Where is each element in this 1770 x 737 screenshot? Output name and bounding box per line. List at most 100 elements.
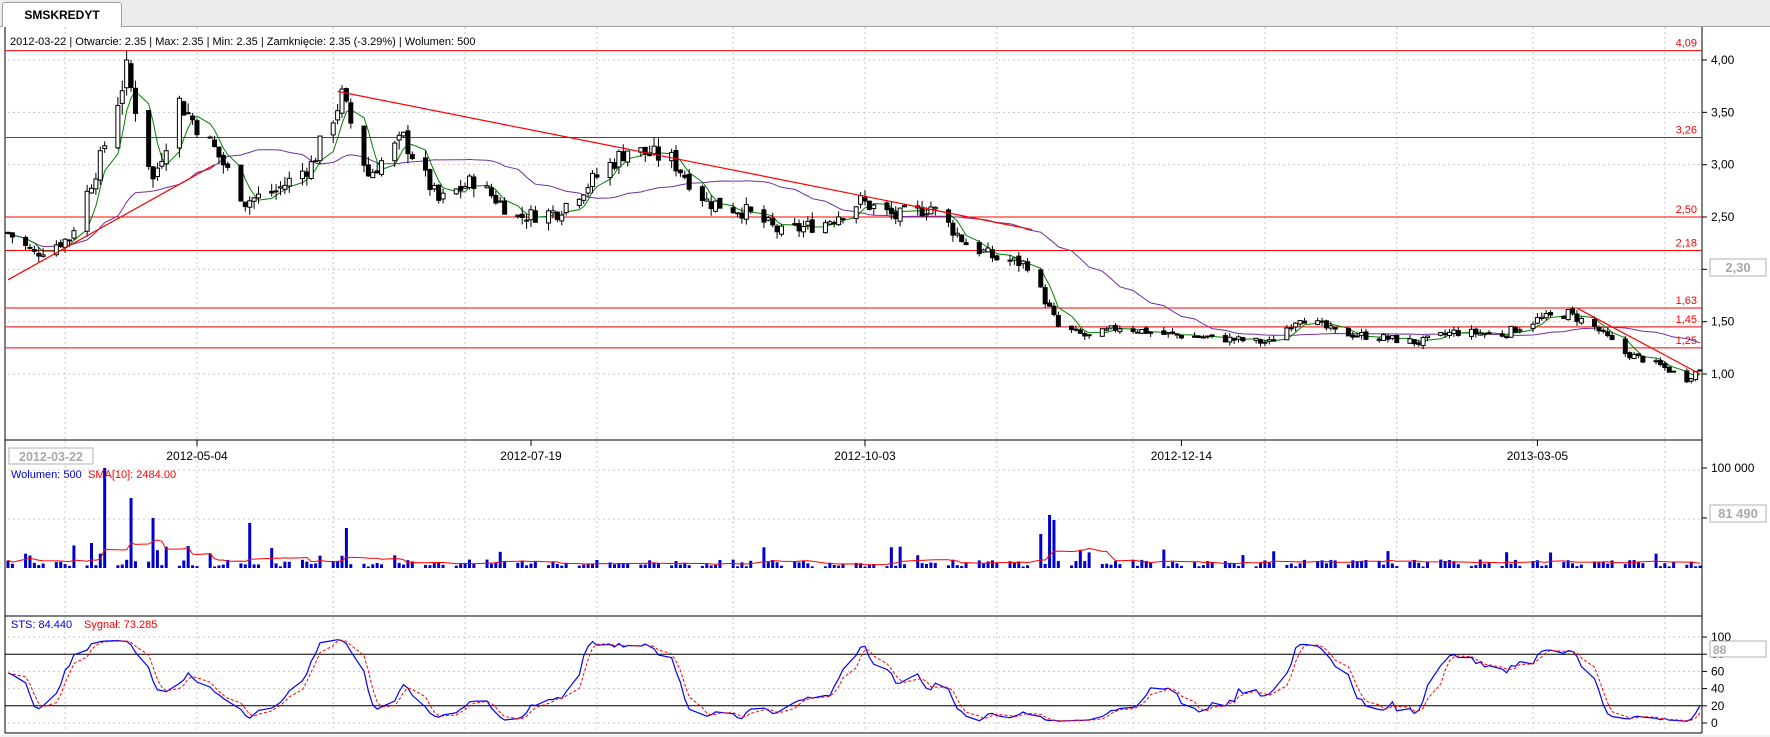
level-label: 2,50 [1676,204,1697,216]
candle-body [827,221,833,225]
volume-bar [612,564,616,568]
candle-body [374,170,380,174]
candle-body [1284,327,1290,341]
candle-body [902,205,908,208]
candle-body [1016,255,1022,267]
volume-bar [1601,561,1605,568]
candle-body [1297,320,1303,325]
sts-legend: STS: 84.440 [11,619,72,631]
candle-body [625,150,631,163]
volume-bar [1175,563,1179,568]
candle-body [423,157,429,171]
candle-body [686,173,692,190]
volume-bar [344,528,348,568]
candle-body [1592,318,1598,327]
volume-bar [656,563,660,568]
volume-bar [90,543,94,568]
candle-body [871,204,877,210]
candle-body [1425,335,1431,339]
candle-body [981,249,987,253]
candle-body [102,145,108,149]
volume-bar [955,565,959,568]
volume-bar [129,498,133,568]
volume-bar [533,561,537,568]
chart-area[interactable]: 4,093,262,502,181,631,451,25 1,001,502,0… [0,27,1770,735]
candle-body [396,134,402,141]
candle-body [1385,335,1391,340]
candle-body [1451,329,1457,334]
volume-bar [6,560,10,568]
volume-bar [1135,565,1139,568]
volume-bar [810,566,814,568]
volume-bar [1289,563,1293,568]
volume-bar [432,563,436,568]
volume-bar [1566,560,1570,568]
volume-bar [1074,560,1078,568]
candle-body [1446,331,1452,336]
candle-body [1134,331,1140,334]
candle-body [1069,325,1075,331]
candle-body [401,131,407,137]
volume-bar [551,561,555,568]
volume-bar [652,562,656,568]
candle-body [642,146,648,155]
volume-bar [37,565,41,568]
candle-body [761,209,767,223]
candle-body [1688,378,1694,382]
candle-body [1301,320,1307,324]
candle-body [1236,336,1242,340]
candle-body [409,154,415,160]
volume-bar [309,564,313,568]
volume-bar [582,564,586,568]
volume-bar [54,562,58,568]
candle-body [71,230,77,239]
candle-body [212,139,218,148]
volume-bar [1320,560,1324,568]
candle-body [251,197,257,202]
volume-sma-legend: SMA[10]: 2484.00 [88,469,176,481]
tab-smskredyt[interactable]: SMSKREDYT [2,2,122,27]
volume-bar [85,565,89,568]
volume-bar [1149,562,1153,568]
volume-bar [41,563,45,568]
candle-body [928,206,934,215]
signal-line [7,639,1701,722]
candle-body [655,146,661,161]
candle-body [1578,318,1584,324]
price-tick-label: 1,00 [1711,367,1735,381]
candle-body [462,185,468,189]
volume-bar [1346,564,1350,568]
candle-body [308,161,314,179]
volume-bar [736,566,740,568]
volume-bar [1131,559,1135,568]
candle-body [1051,305,1057,315]
candle-body [888,207,894,215]
candle-body [858,195,864,205]
candle-body [1042,287,1048,305]
volume-bar [1447,560,1451,568]
candle-body [919,206,925,217]
candle-body [1468,328,1474,337]
trend-line [7,164,215,281]
candle-body [207,136,213,139]
volume-bar [1241,555,1245,568]
candle-body [97,150,103,181]
stochastic-lines [7,639,1701,722]
volume-bar [164,546,168,568]
volume-bar [1408,561,1412,568]
volume-bar [1505,552,1509,568]
candle-body [5,231,11,234]
candle-body [484,185,490,189]
candle-body [1561,315,1567,319]
volume-bar [340,555,344,568]
date-tick-label: 2012-10-03 [834,449,896,463]
volume-bar [648,560,652,568]
volume-bar [1597,561,1601,568]
volume-bar [221,564,225,568]
candle-body [770,218,776,226]
candle-body [576,198,582,206]
trend-line [337,90,1033,231]
volume-bar [1329,559,1333,568]
candle-body [1416,342,1422,345]
volume-bar [252,564,256,568]
